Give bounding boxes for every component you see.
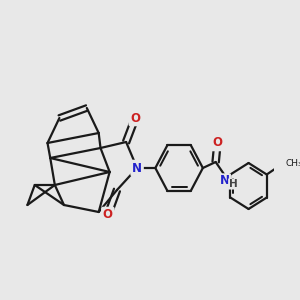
Text: H: H: [229, 179, 237, 189]
Text: O: O: [130, 112, 140, 124]
Text: O: O: [103, 208, 113, 221]
Text: N: N: [220, 175, 230, 188]
Text: O: O: [212, 136, 223, 149]
Text: N: N: [132, 161, 142, 175]
Text: CH₃: CH₃: [285, 159, 300, 168]
